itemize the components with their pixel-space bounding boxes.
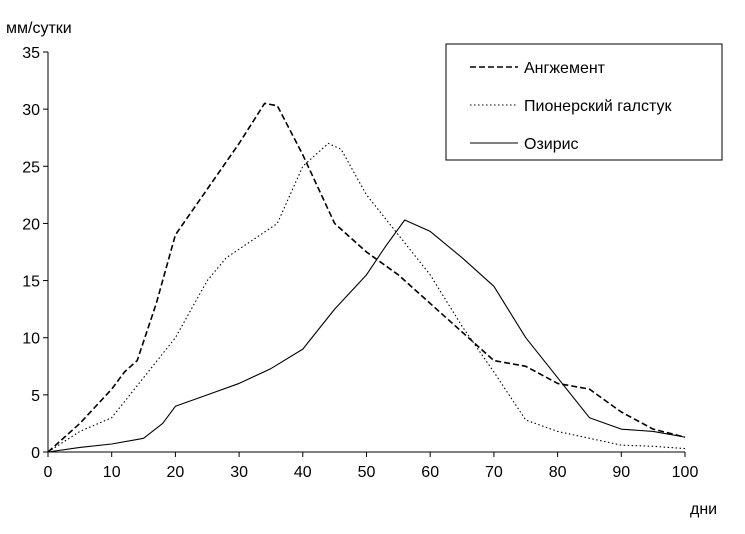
x-tick-label: 40 (294, 464, 312, 481)
x-tick-label: 90 (612, 464, 630, 481)
y-tick-label: 0 (31, 445, 40, 462)
legend-label-1: Пионерский галстук (524, 98, 673, 115)
legend-label-2: Озирис (524, 136, 579, 153)
x-tick-label: 20 (167, 464, 185, 481)
x-tick-label: 80 (549, 464, 567, 481)
y-tick-label: 20 (22, 216, 40, 233)
legend: Ангжемент Пионерский галстук Озирис (446, 44, 722, 160)
x-tick-label: 10 (103, 464, 121, 481)
x-axis-label: дни (690, 501, 717, 518)
series-line-2 (48, 220, 685, 452)
x-tick-label: 100 (672, 464, 699, 481)
y-tick-label: 10 (22, 331, 40, 348)
x-tick-label: 30 (230, 464, 248, 481)
y-axis-label: мм/сутки (6, 20, 72, 37)
y-tick-label: 30 (22, 102, 40, 119)
x-tick-label: 60 (421, 464, 439, 481)
series-line-1 (48, 143, 685, 452)
x-tick-label: 70 (485, 464, 503, 481)
x-tick-label: 50 (358, 464, 376, 481)
y-tick-label: 35 (22, 45, 40, 62)
y-tick-label: 15 (22, 274, 40, 291)
y-tick-label: 5 (31, 388, 40, 405)
y-tick-label: 25 (22, 159, 40, 176)
x-tick-label: 0 (44, 464, 53, 481)
legend-label-0: Ангжемент (524, 60, 606, 77)
